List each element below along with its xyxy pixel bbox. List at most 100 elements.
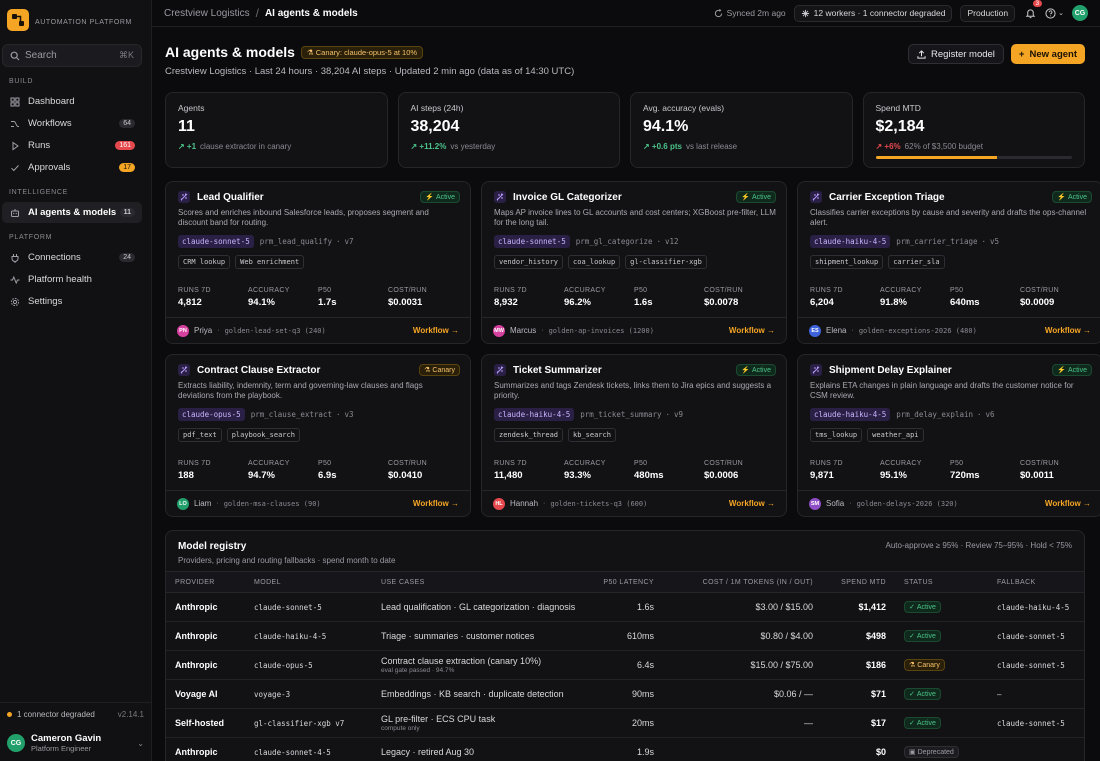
fallback-cell: claude-sonnet-5: [988, 621, 1084, 651]
agent-tool-chip: weather_api: [867, 428, 924, 442]
register-model-label: Register model: [931, 48, 995, 60]
agent-status-label: Active: [751, 193, 771, 201]
agent-model-chip[interactable]: claude-haiku-4-5: [810, 408, 891, 421]
agent-stat-cost: COST/RUN $0.0006: [704, 460, 774, 481]
sidebar-item-platform-health[interactable]: Platform health: [2, 269, 142, 290]
agent-status-badge: ⚡ Active: [1052, 191, 1092, 203]
table-row[interactable]: Self-hosted gl-classifier-xgb v7 GL pre-fi…: [166, 708, 1084, 738]
workflow-link[interactable]: Workflow →: [412, 499, 459, 508]
table-row[interactable]: Voyage AI voyage-3 Embeddings · KB search …: [166, 679, 1084, 709]
sidebar-item-ai-agents-models[interactable]: AI agents & models 11: [2, 202, 142, 223]
table-header-spend-mtd[interactable]: SPEND MTD: [822, 571, 895, 593]
register-model-button[interactable]: Register model: [908, 44, 1004, 64]
agent-status-label: Canary: [432, 366, 455, 374]
status-cell: ▣ Deprecated: [895, 737, 988, 761]
agent-stat-accuracy: ACCURACY 94.7%: [248, 460, 318, 481]
sidebar-item-approvals[interactable]: Approvals 17: [2, 157, 142, 178]
workflow-link[interactable]: Workflow →: [728, 499, 775, 508]
topbar-avatar[interactable]: CG: [1072, 5, 1088, 21]
workflow-link[interactable]: Workflow →: [728, 326, 775, 335]
cost-cell: $15.00 / $75.00: [663, 650, 822, 680]
table-header-fallback[interactable]: FALLBACK: [988, 571, 1084, 593]
agent-model-chip[interactable]: claude-haiku-4-5: [810, 235, 891, 248]
table-row[interactable]: Anthropic claude-sonnet-5 Lead qualificati…: [166, 592, 1084, 622]
agent-stat-accuracy: ACCURACY 95.1%: [880, 460, 950, 481]
agent-card-header: Shipment Delay Explainer ⚡ Active: [810, 364, 1092, 376]
agent-model-chip[interactable]: claude-opus-5: [178, 408, 245, 421]
kpi-note: 62% of $3,500 budget: [904, 142, 983, 151]
kpi-delta: ↗ +6% 62% of $3,500 budget: [876, 142, 1073, 151]
agent-model-chip[interactable]: claude-sonnet-5: [494, 235, 570, 248]
status-cell: ✓ Active: [895, 679, 988, 709]
table-header-cost-1m-tokens-in-out[interactable]: COST / 1M TOKENS (IN / OUT): [663, 571, 822, 593]
agent-tools: pdf_text playbook_search: [178, 428, 460, 442]
play-icon: [9, 140, 21, 152]
agent-model-row: claude-haiku-4-5 prm_ticket_summary · v9: [494, 408, 776, 421]
workflow-link[interactable]: Workflow →: [412, 326, 459, 335]
connector-status[interactable]: 1 connector degraded v2.14.1: [0, 703, 151, 725]
sidebar-item-settings[interactable]: Settings: [2, 291, 142, 312]
agent-model-row: claude-haiku-4-5 prm_delay_explain · v6: [810, 408, 1092, 421]
status-badge: ✓ Active: [904, 717, 941, 729]
agent-card-header: Lead Qualifier ⚡ Active: [178, 191, 460, 203]
sidebar-item-runs[interactable]: Runs 161: [2, 135, 142, 156]
plus-icon: +: [1018, 48, 1025, 60]
breadcrumb-org[interactable]: Crestview Logistics: [164, 7, 250, 19]
user-role: Platform Engineer: [31, 744, 92, 753]
table-row[interactable]: Anthropic claude-haiku-4-5 Triage · summar…: [166, 621, 1084, 651]
logo[interactable]: [7, 9, 29, 31]
sidebar-item-count: 64: [119, 119, 135, 128]
help-button[interactable]: ⌄: [1045, 7, 1064, 19]
agent-card[interactable]: Carrier Exception Triage ⚡ Active Classifie…: [797, 181, 1100, 344]
agent-card[interactable]: Lead Qualifier ⚡ Active Scores and enriches…: [165, 181, 471, 344]
agent-stat-p50: P50 1.6s: [634, 287, 704, 308]
sidebar-item-label: Dashboard: [28, 96, 75, 107]
sidebar-item-workflows[interactable]: Workflows 64: [2, 113, 142, 134]
kpi-label: Avg. accuracy (evals): [643, 103, 725, 113]
agent-stat-runs: RUNS 7D 4,812: [178, 287, 248, 308]
agent-card[interactable]: Contract Clause Extractor ⚗ Canary Extracts…: [165, 354, 471, 517]
user-menu[interactable]: CG Cameron Gavin Platform Engineer ⌄: [0, 725, 151, 761]
sidebar-item-connections[interactable]: Connections 24: [2, 247, 142, 268]
agent-stat-value: 8,932: [494, 297, 518, 308]
table-header-model[interactable]: MODEL: [245, 571, 372, 593]
table-row[interactable]: Anthropic claude-opus-5 Contract clause ex…: [166, 650, 1084, 680]
agent-stat-value: $0.0078: [704, 297, 739, 308]
agent-stat-label: RUNS 7D: [178, 460, 211, 467]
agent-card[interactable]: Ticket Summarizer ⚡ Active Summarizes and t…: [481, 354, 787, 517]
kpi-delta-value: ↗ +0.6 pts: [643, 142, 682, 151]
agent-card[interactable]: Invoice GL Categorizer ⚡ Active Maps AP inv…: [481, 181, 787, 344]
agent-card[interactable]: Shipment Delay Explainer ⚡ Active Explains …: [797, 354, 1100, 517]
workers-status[interactable]: 12 workers · 1 connector degraded: [793, 4, 953, 22]
table-row[interactable]: Anthropic claude-sonnet-4-5 Legacy · retir…: [166, 737, 1084, 761]
notifications-button[interactable]: 3: [1023, 0, 1043, 20]
agent-model-chip[interactable]: claude-haiku-4-5: [494, 408, 575, 421]
sidebar-item-count: 17: [119, 163, 135, 172]
agent-icon: [494, 364, 506, 376]
agent-stat-label: P50: [318, 460, 332, 467]
agent-stat-cost: COST/RUN $0.0410: [388, 460, 458, 481]
agent-separator: ·: [541, 327, 544, 334]
workflow-link[interactable]: Workflow →: [1044, 499, 1091, 508]
agent-stat-label: ACCURACY: [880, 287, 922, 294]
table-header-p50-latency[interactable]: P50 LATENCY: [587, 571, 663, 593]
nav-section-title: BUILD: [9, 78, 34, 85]
kpi-card: Spend MTD $2,184 ↗ +6% 62% of $3,500 budget: [862, 92, 1085, 168]
agent-stat-label: COST/RUN: [388, 460, 427, 467]
agent-stat-label: P50: [634, 460, 648, 467]
fallback-cell: claude-haiku-4-5: [988, 592, 1084, 622]
table-header-status[interactable]: STATUS: [895, 571, 988, 593]
table-header-use-cases[interactable]: USE CASES: [372, 571, 587, 593]
agent-model-chip[interactable]: claude-sonnet-5: [178, 235, 254, 248]
sidebar-item-dashboard[interactable]: Dashboard: [2, 91, 142, 112]
agent-stat-value: $0.0006: [704, 470, 739, 481]
workflow-link[interactable]: Workflow →: [1044, 326, 1091, 335]
agent-tool-chip: carrier_sla: [888, 255, 945, 269]
environment-selector[interactable]: Production: [960, 4, 1016, 22]
avatar: CG: [7, 734, 25, 752]
search-input[interactable]: Search ⌘K: [2, 44, 142, 67]
table-header-provider[interactable]: PROVIDER: [166, 571, 245, 593]
new-agent-button[interactable]: + New agent: [1010, 44, 1085, 64]
agent-prompt-id: prm_carrier_triage: [896, 237, 978, 246]
canary-badge[interactable]: ⚗ Canary: claude-opus-5 at 10%: [300, 45, 424, 59]
